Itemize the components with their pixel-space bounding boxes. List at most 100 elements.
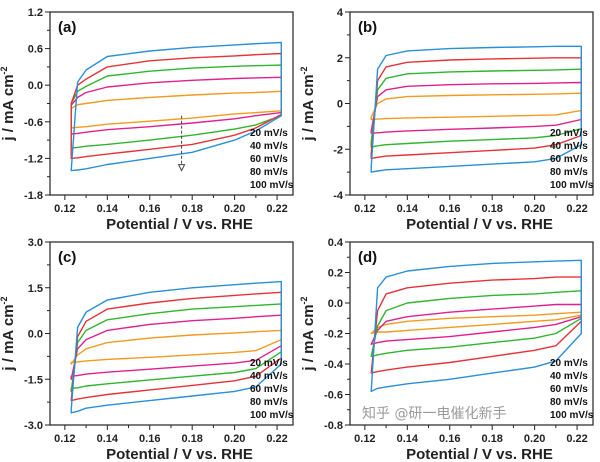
y-tick-label: 3.0: [28, 237, 43, 249]
y-axis-title-superscript: -2: [0, 66, 9, 74]
panel-label: (d): [358, 249, 377, 266]
x-axis-title: Potential / V vs. RHE: [406, 216, 553, 233]
panel-d: 0.12 0.14 0.16 0.18 0.20 0.22 0.4 0.2 0.0 -0.2 -0.…: [299, 237, 594, 462]
y-axis-title: j / mA cm-2: [0, 66, 17, 141]
legend-entry: 40 mV/s: [250, 371, 288, 382]
legend-entry: 40 mV/s: [250, 141, 288, 152]
y-tick-label: 0.0: [28, 80, 43, 92]
legend-entry: 20 mV/s: [250, 128, 288, 139]
y-tick-label: -0.8: [324, 420, 343, 432]
y-axis-title-superscript: -2: [299, 296, 309, 304]
y-tick-label: -1.5: [24, 374, 43, 386]
panel-label: (c): [58, 249, 76, 266]
y-tick-label: 0.6: [28, 44, 43, 56]
y-axis-title: j / mA cm-2: [0, 296, 17, 371]
legend-entry: 40 mV/s: [550, 141, 588, 152]
x-tick-label: 0.22: [266, 203, 287, 215]
legend-entry: 100 mV/s: [250, 410, 294, 421]
x-axis-title: Potential / V vs. RHE: [106, 216, 253, 233]
y-tick-label: -0.4: [324, 359, 344, 371]
y-tick-label: -3.0: [24, 420, 43, 432]
x-tick-label: 0.12: [54, 433, 75, 445]
legend-entry: 100 mV/s: [550, 180, 594, 191]
legend-entry: 20 mV/s: [250, 358, 288, 369]
cv-curve-100mvs: [370, 259, 582, 393]
y-axis-title: j / mA cm-2: [299, 66, 317, 141]
legend-entry: 80 mV/s: [250, 167, 288, 178]
cv-curve-20mvs: [370, 311, 582, 335]
legend-entry: 80 mV/s: [550, 397, 588, 408]
y-axis-title-superscript: -2: [0, 296, 9, 304]
x-axis-title: Potential / V vs. RHE: [406, 446, 553, 462]
legend-entry: 100 mV/s: [250, 180, 294, 191]
legend-entry: 20 mV/s: [550, 128, 588, 139]
panel-a: 0.12 0.14 0.16 0.18 0.20 0.22 1.2 0.6 0.0 -0.6 -1.…: [0, 7, 294, 233]
x-tick-label: 0.14: [397, 433, 419, 445]
y-tick-label: -0.2: [324, 329, 343, 341]
cv-curve-40mvs: [370, 303, 582, 345]
legend-entry: 60 mV/s: [550, 154, 588, 165]
x-tick-label: 0.20: [524, 433, 545, 445]
watermark: 知乎 @研一电催化新手: [362, 405, 506, 422]
y-tick-label: 0.0: [328, 298, 343, 310]
x-tick-label: 0.18: [181, 433, 202, 445]
y-tick-label: 1.2: [28, 7, 43, 19]
y-axis-title-text: j / mA cm: [0, 304, 17, 371]
x-axis-title: Potential / V vs. RHE: [106, 446, 253, 462]
legend-entry: 80 mV/s: [250, 397, 288, 408]
panel-label: (b): [358, 19, 377, 36]
y-axis-title: j / mA cm-2: [299, 296, 317, 371]
y-tick-label: -2: [333, 144, 343, 156]
x-tick-label: 0.20: [224, 203, 245, 215]
y-tick-label: -4: [333, 190, 344, 202]
legend-entry: 20 mV/s: [550, 358, 588, 369]
cv-curve-100mvs: [70, 41, 282, 172]
x-tick-label: 0.12: [354, 433, 375, 445]
y-tick-label: -1.8: [24, 190, 43, 202]
x-tick-label: 0.22: [566, 203, 587, 215]
y-tick-label: -1.2: [24, 153, 43, 165]
legend-entry: 60 mV/s: [550, 384, 588, 395]
y-tick-label: 4: [337, 7, 344, 19]
cv-curve-20mvs: [70, 90, 282, 129]
cv-curve-100mvs: [70, 280, 282, 414]
x-tick-label: 0.14: [97, 433, 119, 445]
x-tick-label: 0.18: [481, 203, 502, 215]
x-tick-label: 0.16: [139, 433, 160, 445]
x-tick-label: 0.12: [354, 203, 375, 215]
legend-entry: 40 mV/s: [550, 371, 588, 382]
panel-b: 0.12 0.14 0.16 0.18 0.20 0.22 4 2 0 -2 -4 Potential…: [299, 7, 594, 233]
y-tick-label: 1.5: [28, 283, 43, 295]
y-tick-label: 2: [337, 53, 343, 65]
legend-entry: 100 mV/s: [550, 410, 594, 421]
panel-c: 0.12 0.14 0.16 0.18 0.20 0.22 3.0 1.5 0.0 -1.5 -3.…: [0, 237, 294, 462]
panel-label: (a): [58, 19, 76, 36]
y-tick-label: 0.4: [328, 237, 344, 249]
x-tick-label: 0.18: [181, 203, 202, 215]
x-tick-label: 0.18: [481, 433, 502, 445]
x-tick-label: 0.12: [54, 203, 75, 215]
x-tick-label: 0.14: [97, 203, 119, 215]
x-tick-label: 0.20: [224, 433, 245, 445]
x-tick-label: 0.16: [139, 203, 160, 215]
legend-entry: 80 mV/s: [550, 167, 588, 178]
legend-entry: 60 mV/s: [250, 384, 288, 395]
y-axis-title-superscript: -2: [299, 66, 309, 74]
x-tick-label: 0.22: [266, 433, 287, 445]
y-axis-title-text: j / mA cm: [300, 74, 317, 141]
x-tick-label: 0.22: [566, 433, 587, 445]
y-axis-title-text: j / mA cm: [0, 74, 17, 141]
cv-curve-40mvs: [370, 81, 582, 134]
x-tick-label: 0.14: [397, 203, 419, 215]
y-tick-label: 0: [337, 99, 343, 111]
arrow-head-icon: [177, 164, 186, 172]
y-tick-label: -0.6: [324, 390, 343, 402]
x-tick-label: 0.16: [439, 203, 460, 215]
y-tick-label: -0.6: [24, 117, 43, 129]
cv-curve-20mvs: [370, 92, 582, 121]
legend-entry: 60 mV/s: [250, 154, 288, 165]
y-axis-title-text: j / mA cm: [300, 304, 317, 371]
cv-curve-100mvs: [370, 45, 582, 173]
y-tick-label: 0.0: [28, 329, 43, 341]
